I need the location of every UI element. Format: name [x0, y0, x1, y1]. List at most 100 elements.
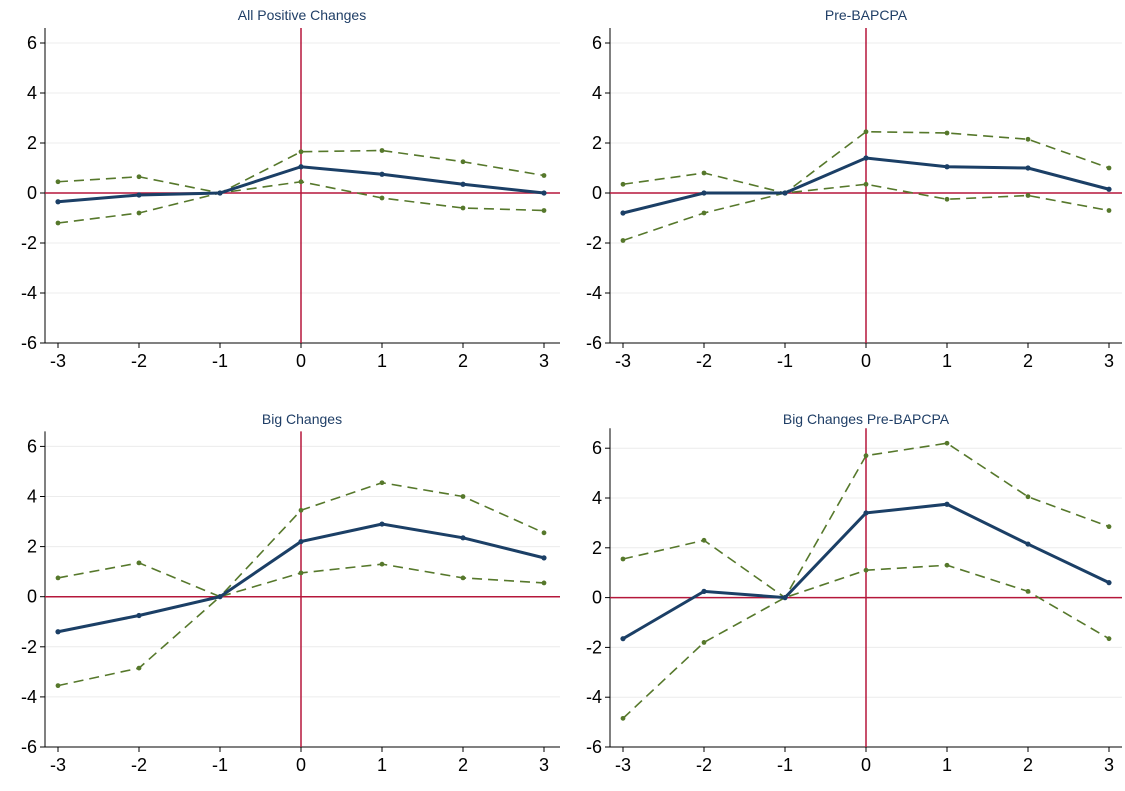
- ci-upper-point: [136, 560, 142, 566]
- estimate-point: [620, 210, 626, 216]
- y-tick-label: 0: [27, 587, 37, 607]
- x-tick-label: -2: [131, 755, 147, 775]
- ci-upper-point: [863, 453, 869, 459]
- x-tick-label: -2: [696, 351, 712, 371]
- estimate-point: [460, 535, 466, 541]
- x-tick-label: -3: [50, 351, 66, 371]
- ci-upper-point: [379, 148, 385, 153]
- estimate-point: [782, 190, 788, 196]
- y-tick-label: -6: [586, 333, 602, 353]
- panel-1: All Positive Changes -6 -4 -2 0 2 4 6 -3 -2 -1 0 1 2 3: [21, 7, 560, 371]
- ci-upper-point: [701, 170, 707, 176]
- ci-upper-point: [460, 494, 466, 499]
- estimate-point: [379, 521, 385, 527]
- estimate-point: [298, 164, 304, 170]
- y-tick-label: 2: [27, 133, 37, 153]
- estimate-point: [944, 164, 950, 170]
- ci-lower-series: [55, 561, 547, 689]
- y-tick-label: 2: [27, 537, 37, 557]
- y-tick-label: 4: [27, 487, 37, 507]
- x-tick-label: 0: [861, 755, 871, 775]
- x-tick-label: 0: [296, 755, 306, 775]
- ci-lower-point: [55, 220, 61, 226]
- estimate-point: [217, 190, 223, 196]
- y-tick-label: -4: [586, 283, 602, 303]
- ci-lower-point: [298, 570, 304, 576]
- y-tick-label: -2: [586, 233, 602, 253]
- estimate-point: [782, 595, 788, 601]
- ci-upper-point: [1106, 165, 1112, 171]
- x-tick-label: 1: [377, 351, 387, 371]
- x-tick-label: -1: [212, 755, 228, 775]
- ci-upper-point: [379, 480, 385, 486]
- y-tick-label: -4: [21, 687, 37, 707]
- y-tick-label: 0: [27, 183, 37, 203]
- x-tick-label: -3: [615, 755, 631, 775]
- ci-lower-point: [379, 561, 385, 567]
- estimate-point: [460, 181, 466, 187]
- y-tick-label: 0: [592, 588, 602, 608]
- y-tick-label: -6: [586, 737, 602, 757]
- ci-lower-point: [863, 567, 869, 573]
- ci-lower-point: [460, 575, 466, 581]
- x-tick-label: -1: [212, 351, 228, 371]
- x-tick-label: 3: [539, 755, 549, 775]
- estimate-point: [136, 612, 142, 619]
- ci-lower-point: [1106, 636, 1112, 642]
- x-tick-label: 3: [1104, 351, 1114, 371]
- ci-upper-point: [863, 129, 869, 135]
- panel-title: Big Changes Pre-BAPCPA: [783, 411, 950, 427]
- y-tick-label: -2: [21, 233, 37, 253]
- estimate-point: [701, 190, 707, 196]
- x-tick-label: -2: [696, 755, 712, 775]
- ci-upper-point: [541, 173, 547, 178]
- estimate-series: [620, 155, 1112, 216]
- estimate-point: [701, 588, 707, 594]
- ci-upper-point: [1025, 494, 1031, 500]
- estimate-series: [55, 164, 547, 205]
- y-tick-label: 6: [27, 33, 37, 53]
- ci-lower-point: [136, 210, 142, 216]
- y-tick-label: 4: [592, 83, 602, 103]
- x-tick-label: 1: [942, 351, 952, 371]
- x-tick-label: 2: [1023, 351, 1033, 371]
- y-tick-label: 0: [592, 183, 602, 203]
- ci-upper-point: [541, 530, 547, 536]
- y-tick-label: 6: [27, 436, 37, 456]
- y-tick-label: -4: [586, 687, 602, 707]
- x-tick-label: -3: [50, 755, 66, 775]
- ci-upper-point: [460, 159, 466, 165]
- estimate-point: [620, 636, 626, 642]
- y-tick-label: -6: [21, 737, 37, 757]
- panel-3: Big Changes -6 -4 -2 0 2 4 6 -3 -2 -1 0 1 2 3: [21, 411, 560, 775]
- x-tick-label: 3: [539, 351, 549, 371]
- estimate-point: [1106, 580, 1112, 586]
- ci-lower-point: [298, 179, 304, 185]
- panel-title: Big Changes: [262, 411, 342, 427]
- ci-upper-point: [1106, 524, 1112, 530]
- ci-upper-point: [55, 179, 61, 185]
- ci-lower-point: [944, 196, 950, 202]
- ci-upper-point: [298, 507, 304, 513]
- estimate-point: [863, 155, 869, 161]
- y-tick-label: 6: [592, 438, 602, 458]
- y-tick-label: 2: [592, 133, 602, 153]
- ci-upper-point: [55, 575, 61, 581]
- y-tick-label: 4: [592, 488, 602, 508]
- ci-lower-point: [863, 181, 869, 187]
- panel-title: All Positive Changes: [238, 7, 366, 23]
- ci-lower-point: [701, 640, 707, 645]
- ci-lower-point: [701, 210, 707, 216]
- ci-lower-point: [379, 195, 385, 201]
- estimate-series: [55, 521, 547, 635]
- estimate-point: [298, 538, 304, 545]
- ci-upper-point: [701, 537, 707, 543]
- estimate-point: [944, 501, 950, 507]
- ci-upper-point: [620, 181, 626, 187]
- ci-lower-point: [1106, 208, 1112, 213]
- ci-lower-point: [620, 238, 626, 243]
- ci-upper-point: [136, 174, 142, 180]
- ci-lower-point: [541, 580, 547, 586]
- ci-upper-point: [298, 149, 304, 155]
